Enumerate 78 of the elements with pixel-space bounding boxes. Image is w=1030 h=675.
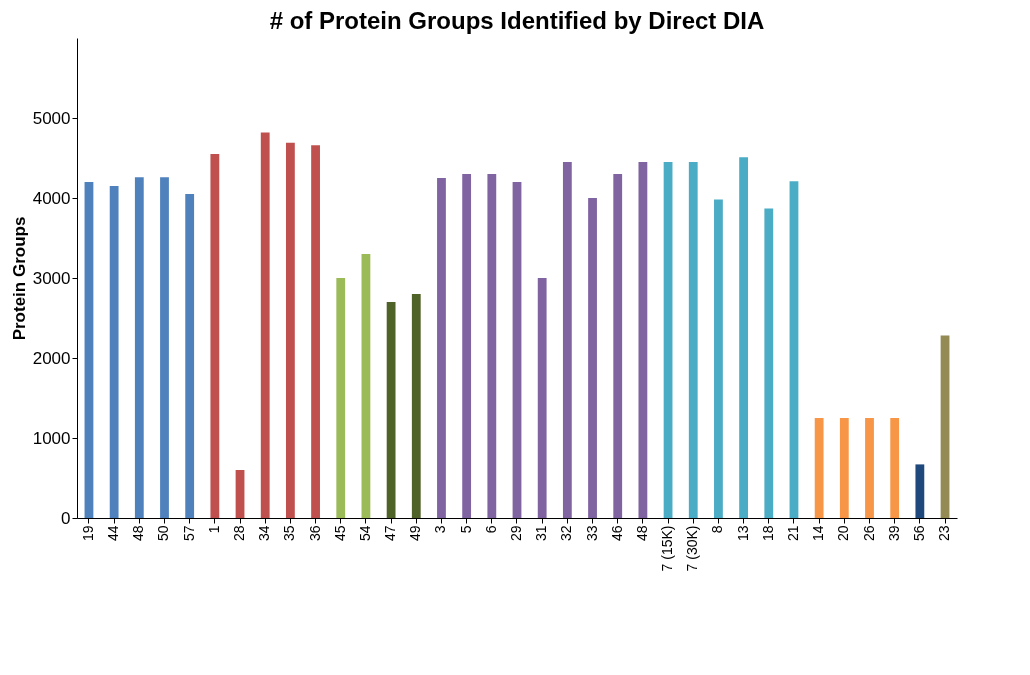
bar xyxy=(814,418,824,518)
y-tick-label: 2000 xyxy=(32,348,71,368)
bar xyxy=(739,157,749,518)
x-tick-label: 46 xyxy=(608,525,625,542)
bar xyxy=(109,186,119,518)
y-tick-label: 4000 xyxy=(32,188,71,208)
x-tick-label: 14 xyxy=(810,525,827,542)
bar xyxy=(185,194,195,518)
x-tick-label: 47 xyxy=(382,525,399,542)
bar xyxy=(688,162,698,518)
bar xyxy=(588,198,597,518)
bar xyxy=(260,132,270,518)
bar xyxy=(940,335,950,518)
x-tick-label: 3 xyxy=(432,525,449,534)
bar xyxy=(336,278,346,518)
y-tick-label: 1000 xyxy=(32,428,71,448)
bar xyxy=(789,181,799,518)
x-tick-label: 5 xyxy=(457,525,474,534)
bar xyxy=(361,254,371,518)
y-tick-label: 5000 xyxy=(32,108,71,128)
x-tick-label: 26 xyxy=(860,525,877,542)
x-tick-label: 33 xyxy=(583,525,600,542)
bar xyxy=(839,418,849,518)
bar xyxy=(537,278,547,518)
x-tick-label: 44 xyxy=(105,525,122,542)
x-tick-label: 31 xyxy=(533,525,550,542)
bar xyxy=(613,174,623,518)
x-tick-label: 28 xyxy=(231,525,248,542)
bar xyxy=(285,142,295,518)
x-tick-label: 35 xyxy=(281,525,298,542)
x-tick-label: 48 xyxy=(633,525,650,542)
x-tick-label: 45 xyxy=(331,525,348,542)
x-tick-label: 13 xyxy=(734,525,751,542)
x-tick-label: 1 xyxy=(205,525,222,534)
chart-title: # of Protein Groups Identified by Direct DIA xyxy=(269,7,765,34)
x-tick-label: 57 xyxy=(180,525,197,542)
x-tick-label: 54 xyxy=(356,525,373,542)
y-tick-label: 3000 xyxy=(32,268,71,288)
bar xyxy=(210,154,220,518)
y-axis-title: Protein Groups xyxy=(9,216,29,341)
bar xyxy=(638,162,648,518)
x-tick-label: 18 xyxy=(759,525,776,542)
x-tick-label: 23 xyxy=(936,525,953,542)
x-tick-label: 19 xyxy=(79,525,96,542)
bar xyxy=(160,177,169,518)
bar xyxy=(411,294,421,518)
y-tick-label: 0 xyxy=(61,508,71,528)
bar xyxy=(562,162,572,518)
x-tick-label: 36 xyxy=(306,525,323,542)
bar xyxy=(386,302,396,518)
x-tick-label: 6 xyxy=(482,525,499,534)
bar xyxy=(915,464,925,518)
bar xyxy=(235,470,245,518)
x-tick-label: 49 xyxy=(407,525,424,542)
bar xyxy=(462,174,472,518)
bar xyxy=(865,418,874,518)
bar xyxy=(84,182,94,518)
x-tick-label: 7 (30K) xyxy=(684,525,701,572)
x-tick-label: 20 xyxy=(835,525,852,542)
bar xyxy=(437,178,446,518)
bar xyxy=(663,162,673,518)
x-tick-label: 7 (15K) xyxy=(659,525,676,572)
x-tick-label: 32 xyxy=(558,525,575,542)
bar xyxy=(134,177,144,518)
bar xyxy=(487,174,497,518)
bar xyxy=(311,145,320,518)
x-tick-label: 48 xyxy=(130,525,147,542)
bar xyxy=(764,208,774,518)
bar xyxy=(512,182,522,518)
bar xyxy=(714,199,723,518)
bar xyxy=(890,418,900,518)
x-tick-label: 50 xyxy=(155,525,172,542)
x-tick-label: 56 xyxy=(910,525,927,542)
x-tick-label: 29 xyxy=(508,525,524,542)
x-tick-label: 8 xyxy=(709,525,726,534)
x-tick-label: 39 xyxy=(885,525,902,542)
x-tick-label: 21 xyxy=(784,525,801,542)
x-tick-label: 34 xyxy=(256,525,273,542)
